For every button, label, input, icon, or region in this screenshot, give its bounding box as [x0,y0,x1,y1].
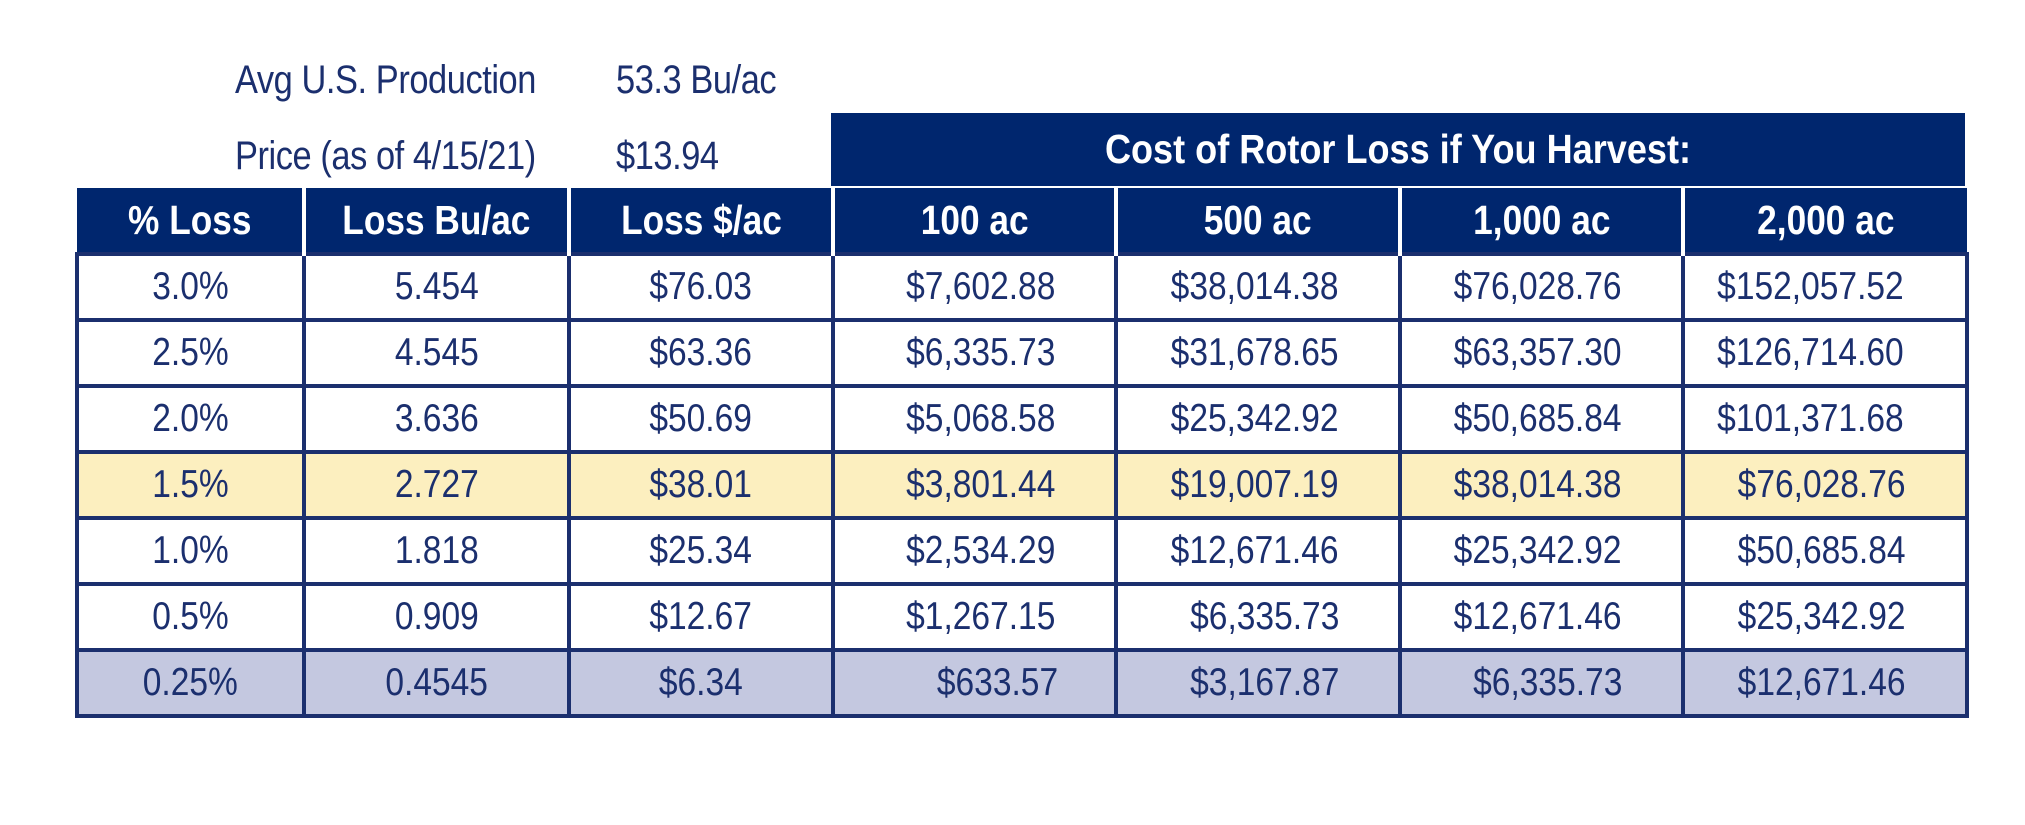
table-cell: $2,534.29 [831,516,1118,586]
table-cell: 1.5% [75,450,306,520]
table-cell: $31,678.65 [1114,318,1402,388]
table-cell: 0.909 [302,582,571,652]
table-row: 2.0% 3.636 $50.69 $5,068.58 $25,342.92 $50,68… [75,384,1969,454]
avg-production-label: Avg U.S. Production [235,58,536,102]
table-cell: $3,801.44 [831,450,1118,520]
rotor-loss-table: % Loss Loss Bu/ac Loss $/ac 100 ac 500 a… [75,188,1969,718]
table-row: 1.5% 2.727 $38.01 $3,801.44 $19,007.19 $38,01… [75,450,1969,520]
table-cell: 2.5% [75,318,306,388]
table-cell: $6,335.73 [1114,582,1402,652]
table-cell: $6,335.73 [831,318,1118,388]
table-row: 2.5% 4.545 $63.36 $6,335.73 $31,678.65 $63,35… [75,318,1969,388]
table-cell: 3.636 [302,384,571,454]
table-cell: $6.34 [567,648,835,718]
col-header: 1,000 ac [1398,188,1685,254]
table-row: 0.5% 0.909 $12.67 $1,267.15 $6,335.73 $12,671… [75,582,1969,652]
cost-banner: Cost of Rotor Loss if You Harvest: [831,113,1965,186]
table-cell: $7,602.88 [831,252,1118,322]
table-cell: 0.5% [75,582,306,652]
table-cell: $3,167.87 [1114,648,1402,718]
table-cell: $152,057.52 [1681,252,1969,322]
table-cell: $38,014.38 [1398,450,1685,520]
price-label: Price (as of 4/15/21) [235,134,536,178]
table-cell: $50,685.84 [1681,516,1969,586]
price-value: $13.94 [616,134,719,178]
table-cell: $12.67 [567,582,835,652]
table-cell: 4.545 [302,318,571,388]
table-cell: 0.4545 [302,648,571,718]
col-header: Loss Bu/ac [302,188,571,254]
table-cell: $25.34 [567,516,835,586]
table-cell: 1.818 [302,516,571,586]
table-cell: 2.727 [302,450,571,520]
table-cell: $38,014.38 [1114,252,1402,322]
table-cell: $76.03 [567,252,835,322]
table-cell: $12,671.46 [1398,582,1685,652]
table-cell: 2.0% [75,384,306,454]
col-header: Loss $/ac [567,188,835,254]
table-cell: $6,335.73 [1398,648,1685,718]
table-row: 1.0% 1.818 $25.34 $2,534.29 $12,671.46 $25,34… [75,516,1969,586]
col-header: 100 ac [831,188,1118,254]
table-cell: $50,685.84 [1398,384,1685,454]
col-header: 500 ac [1114,188,1402,254]
table-cell: $5,068.58 [831,384,1118,454]
table-row: 0.25% 0.4545 $6.34 $633.57 $3,167.87 $6,335.7… [75,648,1969,718]
table-cell: 0.25% [75,648,306,718]
table-cell: $12,671.46 [1114,516,1402,586]
table-cell: $19,007.19 [1114,450,1402,520]
table-cell: $633.57 [831,648,1118,718]
table-cell: $25,342.92 [1681,582,1969,652]
table-cell: $38.01 [567,450,835,520]
avg-production-value: 53.3 Bu/ac [616,58,777,102]
table-cell: $101,371.68 [1681,384,1969,454]
table-cell: $76,028.76 [1681,450,1969,520]
table-cell: $25,342.92 [1114,384,1402,454]
table-cell: 3.0% [75,252,306,322]
table-cell: $63,357.30 [1398,318,1685,388]
table-cell: $76,028.76 [1398,252,1685,322]
banner-title: Cost of Rotor Loss if You Harvest: [1104,126,1692,172]
col-header: % Loss [77,188,306,254]
table-cell: $63.36 [567,318,835,388]
table-cell: $1,267.15 [831,582,1118,652]
table-cell: 1.0% [75,516,306,586]
table-cell: 5.454 [302,252,571,322]
table-cell: $126,714.60 [1681,318,1969,388]
header-row: % Loss Loss Bu/ac Loss $/ac 100 ac 500 a… [77,188,1967,254]
table-cell: $50.69 [567,384,835,454]
table-row: 3.0% 5.454 $76.03 $7,602.88 $38,014.38 $76,02… [75,252,1969,322]
table-cell: $25,342.92 [1398,516,1685,586]
col-header: 2,000 ac [1681,188,1967,254]
table-cell: $12,671.46 [1681,648,1969,718]
